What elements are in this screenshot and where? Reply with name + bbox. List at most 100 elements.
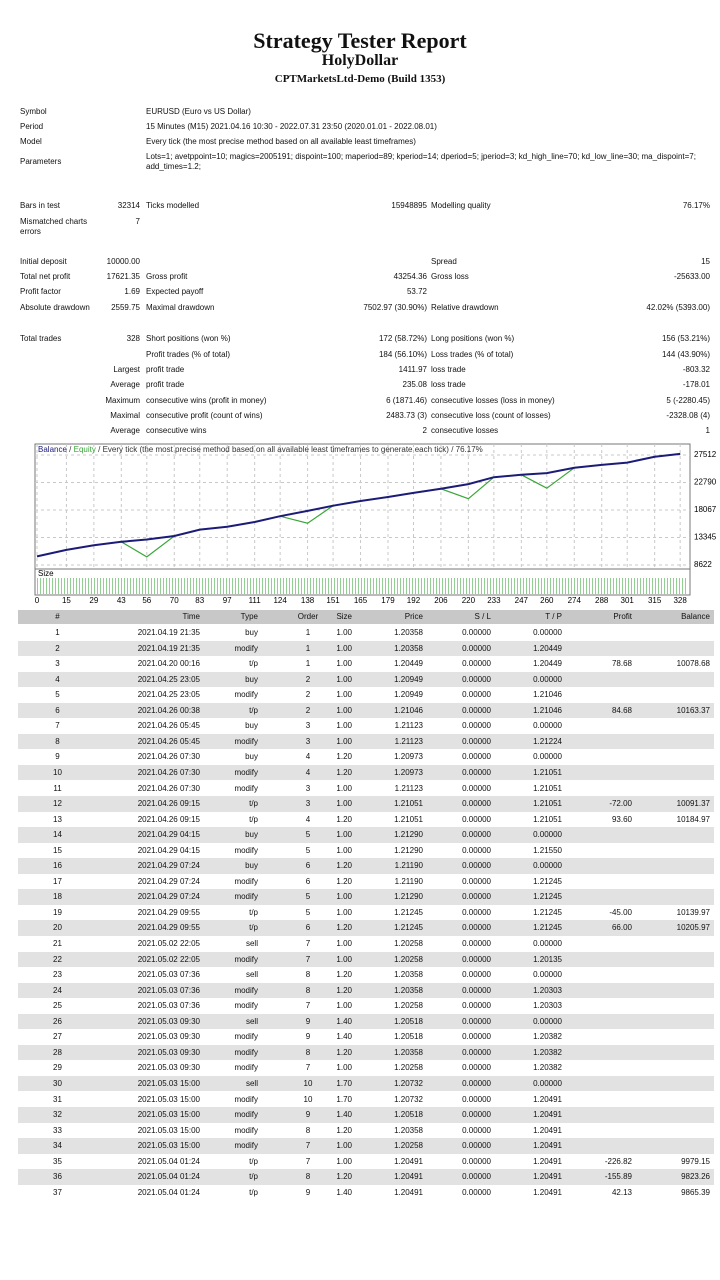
table-cell: 1.20 <box>336 814 352 824</box>
table-cell: 0.00000 <box>462 861 491 871</box>
table-cell: sell <box>245 939 258 948</box>
table-cell: 24 <box>53 985 62 995</box>
table-cell: 1.20 <box>336 970 352 980</box>
table-cell: 8 <box>305 1172 311 1182</box>
table-cell: 0.00000 <box>462 907 491 917</box>
table-cell: 1.00 <box>336 845 352 855</box>
table-cell: 1.20358 <box>394 985 423 995</box>
table-cell: 1.20358 <box>394 1125 423 1135</box>
row-bg <box>18 827 714 843</box>
table-cell: 3 <box>305 783 311 793</box>
table-cell: 10091.37 <box>676 799 710 809</box>
table-cell: 0.00000 <box>462 1016 491 1026</box>
table-cell: modify <box>234 1001 258 1011</box>
stat-value: 53.72 <box>406 287 427 296</box>
x-tick-label: 274 <box>568 596 582 605</box>
table-cell: 84.68 <box>611 705 632 715</box>
table-cell: 8 <box>305 1125 311 1135</box>
chart-legend: Balance / Equity / Every tick (the most … <box>38 445 483 454</box>
table-cell: 1.20949 <box>394 690 423 700</box>
table-cell: 1 <box>55 628 60 637</box>
table-cell: 5 <box>305 845 311 855</box>
x-tick-label: 301 <box>621 596 635 605</box>
table-cell: 4 <box>55 674 60 684</box>
table-cell: 1.20 <box>336 1125 352 1135</box>
table-cell: 8 <box>305 970 311 980</box>
table-cell: 2 <box>305 690 311 700</box>
table-cell: 2021.05.04 01:24 <box>137 1156 200 1166</box>
row-bg <box>18 982 714 999</box>
table-cell: 2 <box>305 705 311 715</box>
table-cell: 0.00000 <box>462 830 491 840</box>
table-cell: 1.20 <box>336 985 352 995</box>
column-header: Price <box>404 612 423 621</box>
stat-label: Gross profit <box>146 272 188 281</box>
table-cell: buy <box>245 830 258 840</box>
x-tick-label: 111 <box>249 596 262 605</box>
table-cell: t/p <box>249 1172 258 1182</box>
table-cell: 1.00 <box>336 954 352 964</box>
table-cell: 1.21224 <box>533 736 562 746</box>
x-tick-label: 260 <box>540 596 554 605</box>
table-cell: 1.20258 <box>394 939 423 948</box>
table-cell: 9 <box>305 1187 311 1197</box>
table-cell: 15 <box>53 845 62 855</box>
stat-value: 6 (1871.46) <box>386 396 427 405</box>
table-cell: 2021.04.26 00:38 <box>137 705 200 715</box>
table-cell: modify <box>234 1110 258 1120</box>
stat-label: Gross loss <box>431 272 469 281</box>
table-cell: 0.00000 <box>462 954 491 964</box>
table-cell: 0.00000 <box>462 643 491 653</box>
table-cell: 1.20358 <box>394 1047 423 1057</box>
table-cell: -72.00 <box>609 799 632 809</box>
table-cell: 6 <box>305 861 311 871</box>
row-bg <box>18 920 714 936</box>
table-cell: 2 <box>55 643 60 653</box>
stat-value: 235.08 <box>402 380 427 389</box>
table-cell: 1.00 <box>336 628 352 637</box>
table-cell: 1.40 <box>336 1032 352 1042</box>
table-cell: 1.21290 <box>394 845 423 855</box>
table-cell: 0.00000 <box>462 752 491 762</box>
table-cell: 1.00 <box>336 736 352 746</box>
x-tick-label: 0 <box>35 596 40 605</box>
setting-label: Symbol <box>20 107 47 116</box>
table-cell: 33 <box>53 1125 62 1135</box>
table-cell: 0.00000 <box>462 1047 491 1057</box>
table-cell: 9 <box>305 1032 311 1042</box>
table-cell: 0.00000 <box>533 939 562 948</box>
table-cell: -45.00 <box>609 907 632 917</box>
table-cell: 20 <box>53 923 62 933</box>
table-cell: 7 <box>305 1063 311 1073</box>
table-cell: 4 <box>305 814 311 824</box>
column-header: # <box>55 612 60 621</box>
table-cell: 1.00 <box>336 674 352 684</box>
table-cell: 0.00000 <box>462 923 491 933</box>
table-cell: 1.20491 <box>533 1141 562 1151</box>
table-cell: 1.70 <box>336 1094 352 1104</box>
stat-label: profit trade <box>146 380 185 389</box>
table-cell: 35 <box>53 1156 62 1166</box>
stat-label: Mismatched charts errors <box>20 217 88 236</box>
table-cell: 1.20 <box>336 1047 352 1057</box>
table-cell: 28 <box>53 1047 62 1057</box>
table-cell: 4 <box>305 767 311 777</box>
table-cell: 7 <box>305 1141 311 1151</box>
table-cell: 22 <box>53 954 62 964</box>
y-tick-label: 13345 <box>694 533 717 542</box>
table-cell: 1.21051 <box>533 799 562 809</box>
table-cell: 10205.97 <box>676 923 710 933</box>
table-cell: 1.21123 <box>394 736 423 746</box>
stat-value: 7 <box>135 217 140 226</box>
stat-value: 42.02% (5393.00) <box>646 303 710 312</box>
table-cell: t/p <box>249 705 258 715</box>
x-tick-label: 315 <box>648 596 662 605</box>
table-cell: 7 <box>305 939 311 948</box>
x-tick-label: 192 <box>407 596 421 605</box>
stat-value: 156 (53.21%) <box>661 334 710 343</box>
stat-value: -178.01 <box>682 380 710 389</box>
table-cell: 12 <box>53 799 62 809</box>
stat-label: Expected payoff <box>146 287 204 296</box>
table-cell: 5 <box>305 892 311 902</box>
table-cell: 0.00000 <box>533 721 562 731</box>
